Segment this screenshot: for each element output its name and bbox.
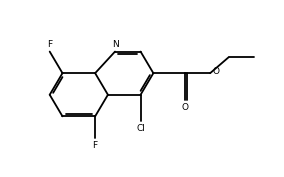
Text: O: O	[212, 67, 220, 76]
Text: O: O	[181, 103, 188, 112]
Text: F: F	[47, 40, 52, 49]
Text: N: N	[112, 40, 118, 49]
Text: Cl: Cl	[136, 124, 145, 133]
Text: F: F	[93, 141, 98, 150]
